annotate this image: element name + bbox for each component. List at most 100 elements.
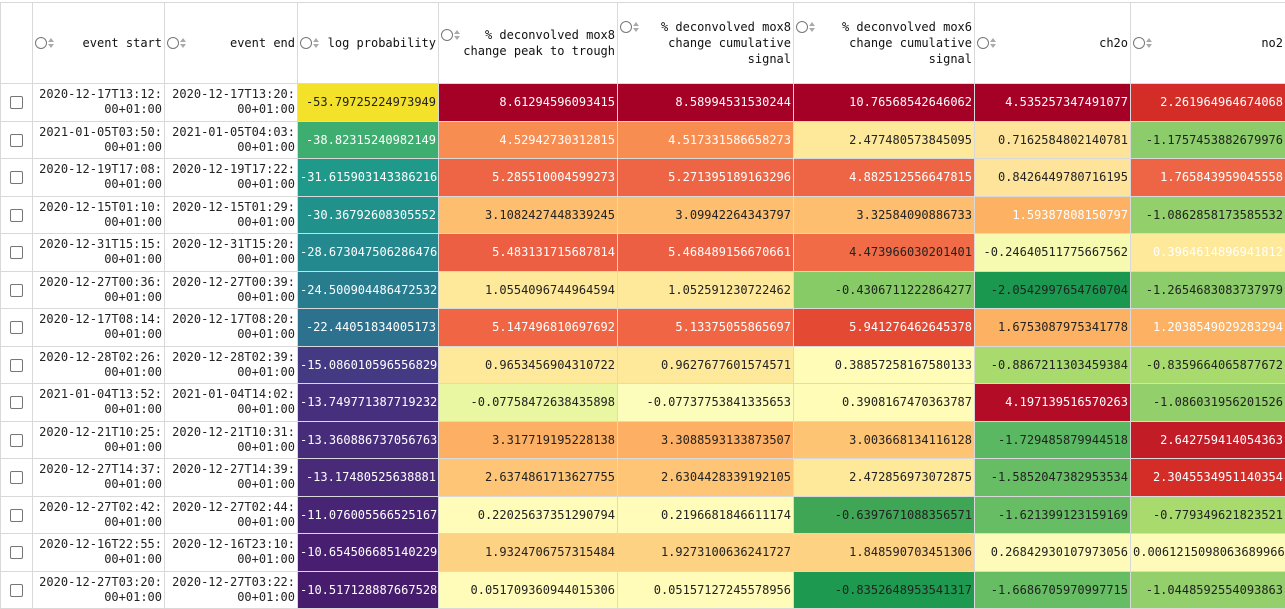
column-select-radio-icon[interactable] [620, 21, 632, 33]
mox6-cumulative-cell: -0.6397671088356571 [794, 496, 975, 534]
row-checkbox[interactable] [10, 471, 23, 484]
row-select-cell[interactable] [1, 384, 33, 422]
log-probability-cell: -38.82315240982149 [298, 121, 439, 159]
column-header-event-start[interactable]: event start [33, 3, 165, 84]
row-select-cell[interactable] [1, 159, 33, 197]
row-select-cell[interactable] [1, 496, 33, 534]
row-checkbox[interactable] [10, 509, 23, 522]
row-select-cell[interactable] [1, 271, 33, 309]
column-select-radio-icon[interactable] [300, 37, 312, 49]
sort-arrows-icon[interactable] [180, 38, 187, 48]
sort-arrows-icon[interactable] [313, 38, 320, 48]
sort-control[interactable] [977, 37, 997, 49]
row-checkbox[interactable] [10, 359, 23, 372]
row-select-cell[interactable] [1, 234, 33, 272]
event-end-cell: 2020-12-17T08:20:00+01:00 [165, 309, 298, 347]
column-select-radio-icon[interactable] [1133, 37, 1145, 49]
event-start-cell: 2021-01-04T13:52:00+01:00 [33, 384, 165, 422]
column-header-label: ch2o [997, 35, 1128, 51]
event-start-cell: 2020-12-17T08:14:00+01:00 [33, 309, 165, 347]
row-select-cell[interactable] [1, 84, 33, 122]
row-select-cell[interactable] [1, 346, 33, 384]
mox8-peak-cell: 0.9653456904310722 [439, 346, 618, 384]
row-checkbox[interactable] [10, 171, 23, 184]
column-select-radio-icon[interactable] [167, 37, 179, 49]
mox8-peak-cell: 5.483131715687814 [439, 234, 618, 272]
column-select-radio-icon[interactable] [977, 37, 989, 49]
sort-control[interactable] [1133, 37, 1153, 49]
event-end-cell: 2020-12-27T00:39:00+01:00 [165, 271, 298, 309]
column-select-radio-icon[interactable] [441, 29, 453, 41]
sort-arrows-icon[interactable] [990, 38, 997, 48]
log-probability-cell: -13.749771387719232 [298, 384, 439, 422]
ch2o-cell: 1.6753087975341778 [975, 309, 1131, 347]
sort-arrows-icon[interactable] [48, 38, 55, 48]
row-checkbox[interactable] [10, 396, 23, 409]
row-checkbox[interactable] [10, 546, 23, 559]
row-checkbox[interactable] [10, 584, 23, 597]
log-probability-cell: -22.44051834005173 [298, 309, 439, 347]
column-select-radio-icon[interactable] [796, 21, 808, 33]
mox6-cumulative-cell: 2.477480573845095 [794, 121, 975, 159]
row-checkbox[interactable] [10, 246, 23, 259]
event-start-cell: 2020-12-27T00:36:00+01:00 [33, 271, 165, 309]
sort-arrows-icon[interactable] [809, 22, 816, 32]
mox8-cumulative-cell: 5.271395189163296 [618, 159, 794, 197]
column-header-mox8-cum[interactable]: % deconvolved mox8 change cumulative sig… [618, 3, 794, 84]
row-select-cell[interactable] [1, 459, 33, 497]
sort-control[interactable] [620, 21, 640, 33]
row-select-cell[interactable] [1, 309, 33, 347]
sort-control[interactable] [300, 37, 320, 49]
row-select-cell[interactable] [1, 196, 33, 234]
ch2o-cell: -1.621399123159169 [975, 496, 1131, 534]
row-checkbox[interactable] [10, 96, 23, 109]
log-probability-cell: -53.79725224973949 [298, 84, 439, 122]
row-select-cell[interactable] [1, 121, 33, 159]
row-checkbox[interactable] [10, 284, 23, 297]
event-end-cell: 2021-01-05T04:03:00+01:00 [165, 121, 298, 159]
column-header-mox8-peak[interactable]: % deconvolved mox8 change peak to trough [439, 3, 618, 84]
mox8-peak-cell: 1.0554096744964594 [439, 271, 618, 309]
ch2o-cell: -0.24640511775667562 [975, 234, 1131, 272]
sort-control[interactable] [441, 29, 461, 41]
sort-arrows-icon[interactable] [1146, 38, 1153, 48]
column-header-event-end[interactable]: event end [165, 3, 298, 84]
row-select-cell[interactable] [1, 421, 33, 459]
row-checkbox[interactable] [10, 134, 23, 147]
row-select-cell[interactable] [1, 534, 33, 572]
event-start-cell: 2020-12-28T02:26:00+01:00 [33, 346, 165, 384]
row-checkbox[interactable] [10, 321, 23, 334]
sort-control[interactable] [167, 37, 187, 49]
log-probability-cell: -15.086010596556829 [298, 346, 439, 384]
row-select-cell[interactable] [1, 571, 33, 609]
column-header-mox6-cum[interactable]: % deconvolved mox6 change cumulative sig… [794, 3, 975, 84]
sort-arrows-icon[interactable] [454, 30, 461, 40]
sort-control[interactable] [796, 21, 816, 33]
sort-control[interactable] [35, 37, 55, 49]
ch2o-cell: 0.8426449780716195 [975, 159, 1131, 197]
column-select-radio-icon[interactable] [35, 37, 47, 49]
no2-cell: -1.2654683083737979 [1131, 271, 1285, 309]
column-header-no2[interactable]: no2 [1131, 3, 1285, 84]
row-checkbox[interactable] [10, 209, 23, 222]
sort-arrows-icon[interactable] [633, 22, 640, 32]
column-header-ch2o[interactable]: ch2o [975, 3, 1131, 84]
ch2o-cell: 4.197139516570263 [975, 384, 1131, 422]
column-header-log-probability[interactable]: log probability [298, 3, 439, 84]
row-checkbox[interactable] [10, 434, 23, 447]
